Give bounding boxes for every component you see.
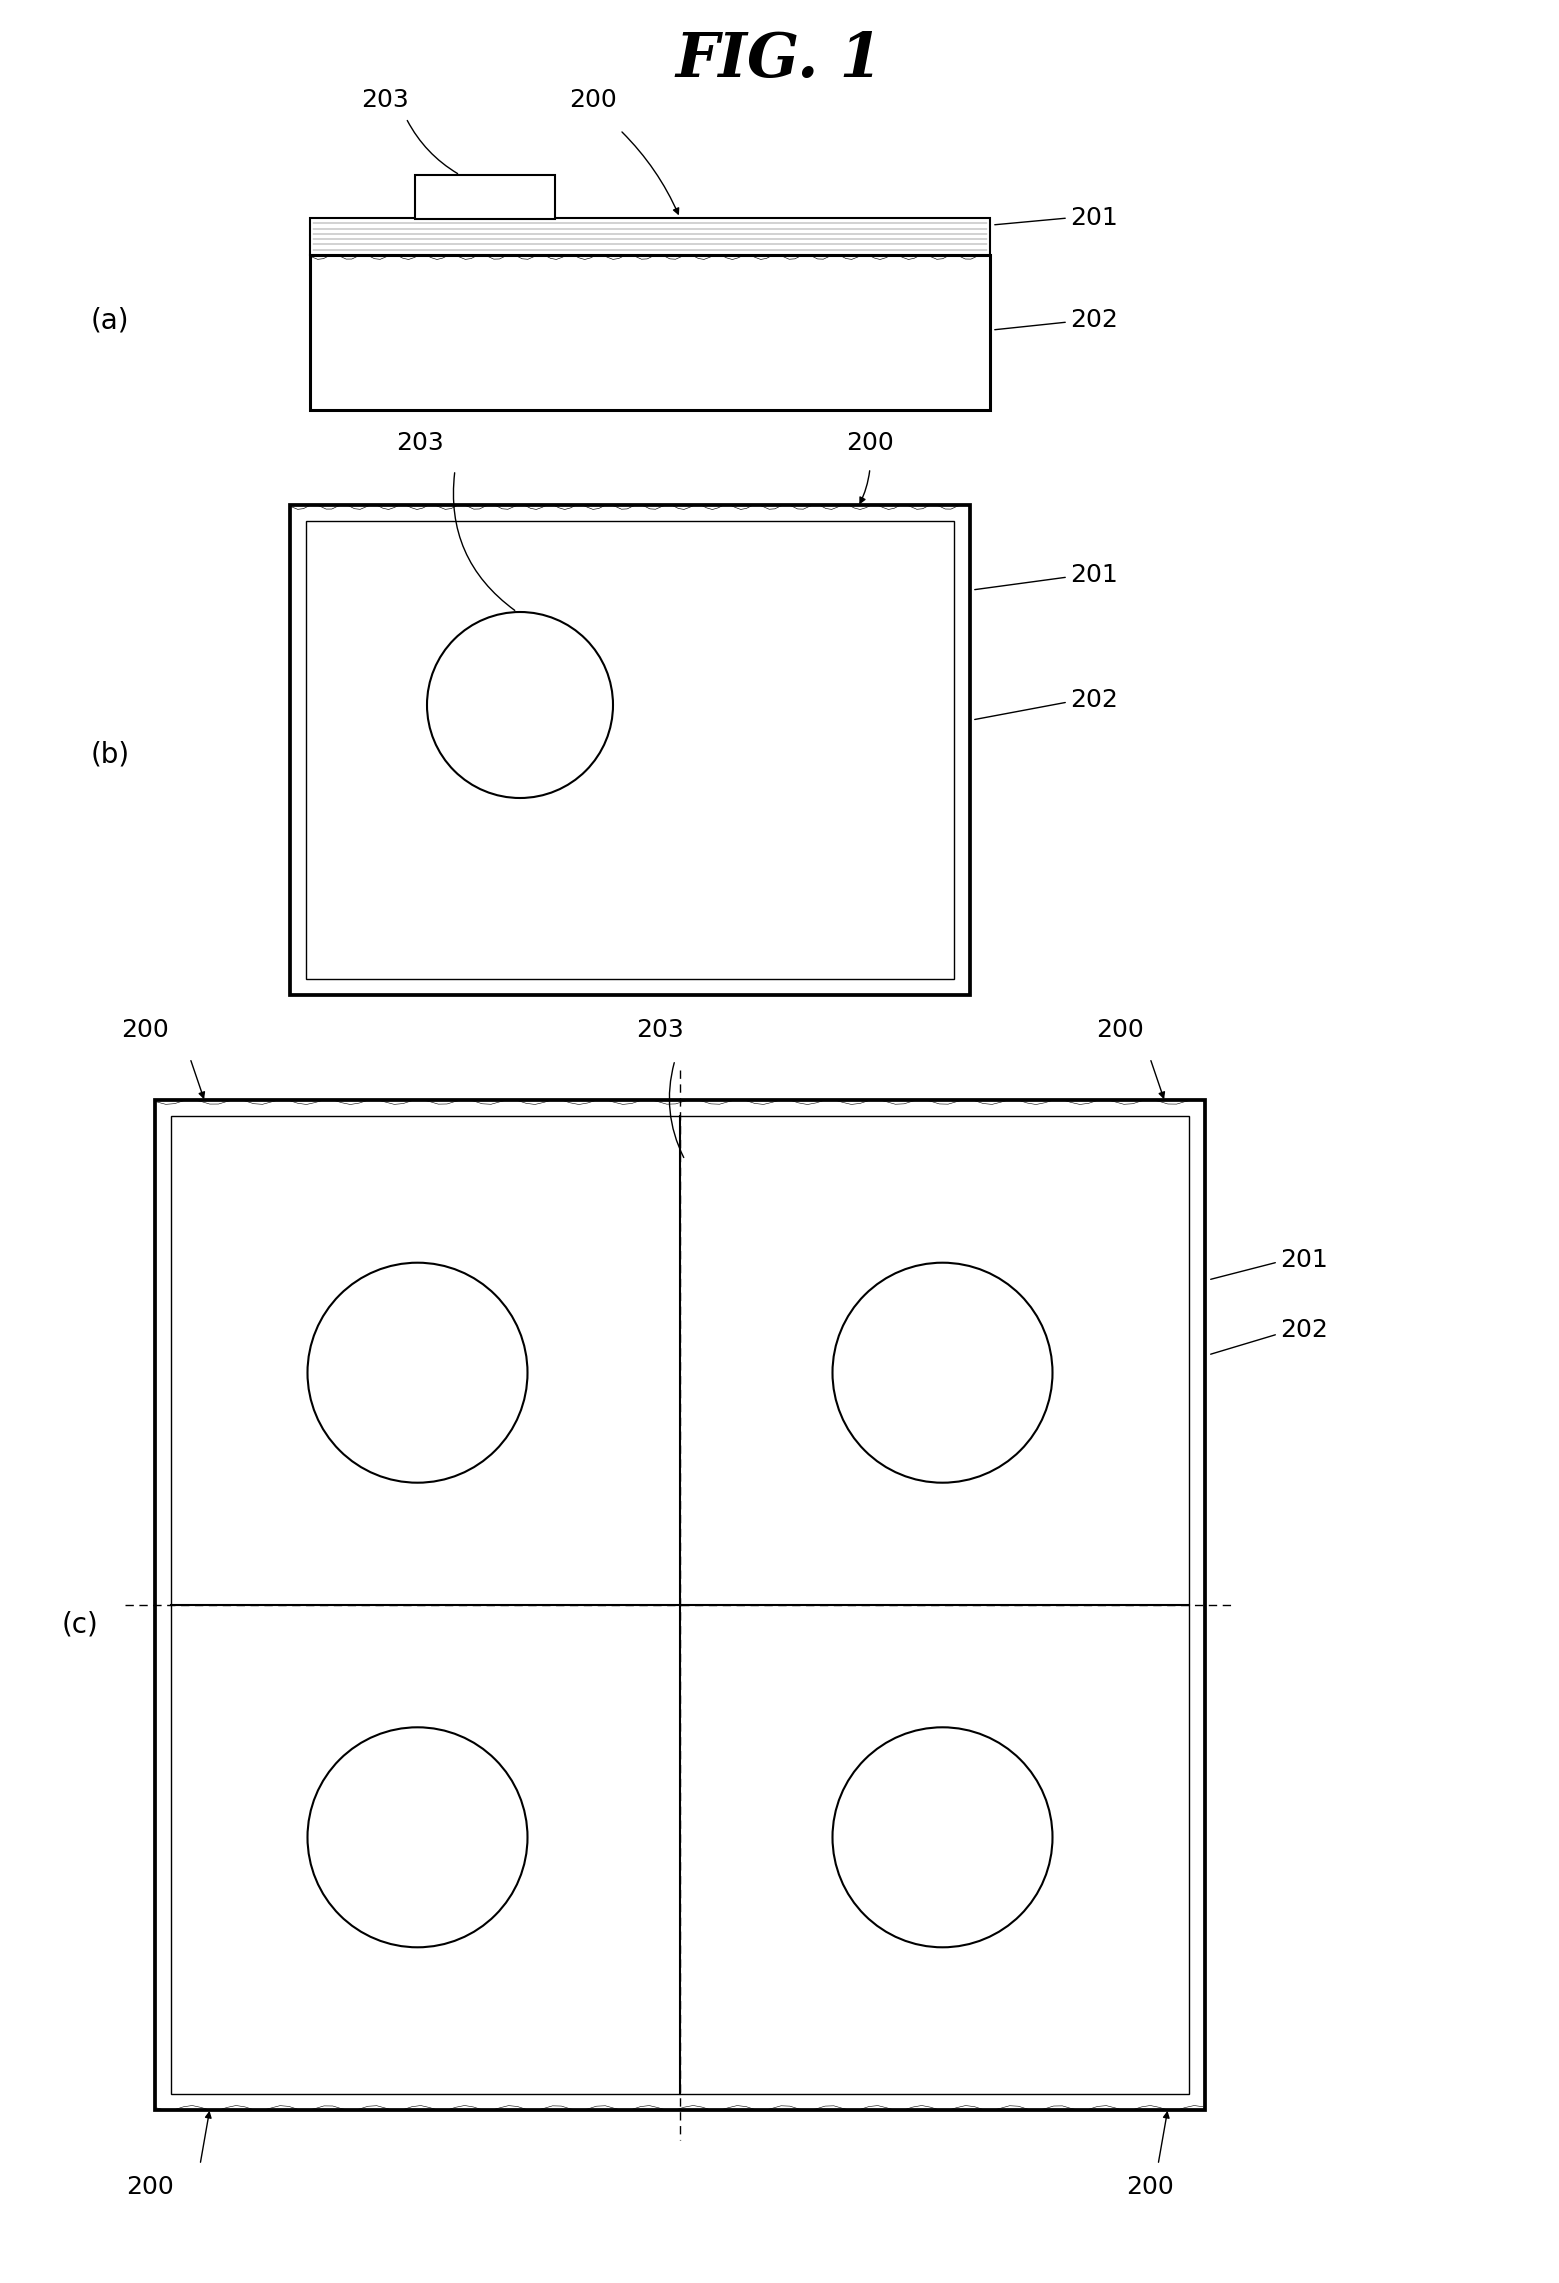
Circle shape (427, 612, 613, 799)
Text: 200: 200 (1096, 1018, 1144, 1041)
Text: FIG. 1: FIG. 1 (677, 30, 882, 89)
Bar (171, 1116, 1190, 2094)
Text: 202: 202 (1069, 687, 1118, 712)
Bar (415, 176, 555, 219)
Text: 202: 202 (1280, 1317, 1328, 1342)
Text: 203: 203 (636, 1018, 684, 1041)
Text: 203: 203 (362, 89, 408, 112)
Bar (310, 256, 990, 411)
Circle shape (307, 1728, 527, 1947)
Text: (b): (b) (90, 742, 129, 769)
Bar (310, 217, 990, 256)
Text: 201: 201 (1069, 564, 1118, 587)
Text: 202: 202 (1069, 308, 1118, 331)
Text: 203: 203 (396, 431, 444, 454)
Circle shape (307, 1262, 527, 1482)
Text: 200: 200 (126, 2176, 175, 2199)
Circle shape (833, 1262, 1052, 1482)
Text: (c): (c) (62, 1612, 98, 1639)
Text: 201: 201 (1280, 1249, 1328, 1272)
Bar (154, 1100, 1205, 2109)
Text: 200: 200 (847, 431, 893, 454)
Text: (a): (a) (90, 306, 129, 333)
Text: 200: 200 (1126, 2176, 1174, 2199)
Text: 201: 201 (1069, 205, 1118, 231)
Text: 200: 200 (122, 1018, 168, 1041)
Bar (306, 521, 954, 979)
Text: 200: 200 (569, 89, 617, 112)
Circle shape (833, 1728, 1052, 1947)
Bar (290, 505, 970, 995)
